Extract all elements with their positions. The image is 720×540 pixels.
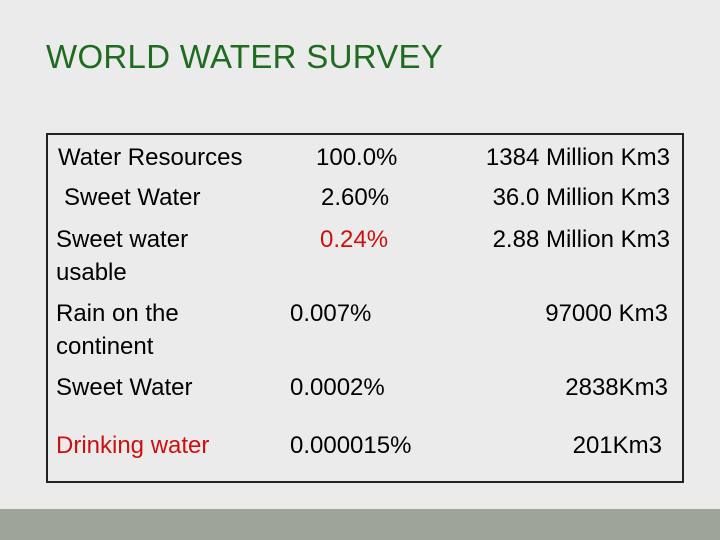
- slide-title: WORLD WATER SURVEY: [46, 38, 444, 75]
- row-label: Sweet Water: [56, 374, 193, 401]
- row-percent: 0.007%: [290, 300, 372, 327]
- row-volume: 97000 Km3: [545, 300, 668, 327]
- row-volume: 2838Km3: [565, 374, 668, 401]
- row-label-line2: continent: [56, 333, 154, 360]
- row-percent: 0.24%: [320, 226, 389, 253]
- row-percent: 0.0002%: [290, 374, 385, 401]
- row-label-line1: Rain on the: [56, 300, 179, 327]
- row-percent: 0.000015%: [290, 432, 412, 459]
- row-volume: 2.88 Million Km3: [492, 226, 670, 253]
- row-percent: 100.0%: [316, 144, 398, 171]
- row-percent: 2.60%: [321, 184, 390, 211]
- row-label: Drinking water: [56, 432, 210, 459]
- footer-bar: [0, 509, 720, 540]
- row-label: Water Resources: [58, 144, 243, 171]
- row-label-line2: usable: [56, 259, 127, 286]
- row-volume: 1384 Million Km3: [485, 144, 670, 171]
- water-survey-table: Water Resources 100.0% 1384 Million Km3 …: [46, 133, 684, 483]
- row-label: Sweet Water: [64, 184, 201, 211]
- row-volume: 201Km3: [572, 432, 662, 459]
- row-volume: 36.0 Million Km3: [492, 184, 670, 211]
- row-label-line1: Sweet water: [56, 226, 189, 253]
